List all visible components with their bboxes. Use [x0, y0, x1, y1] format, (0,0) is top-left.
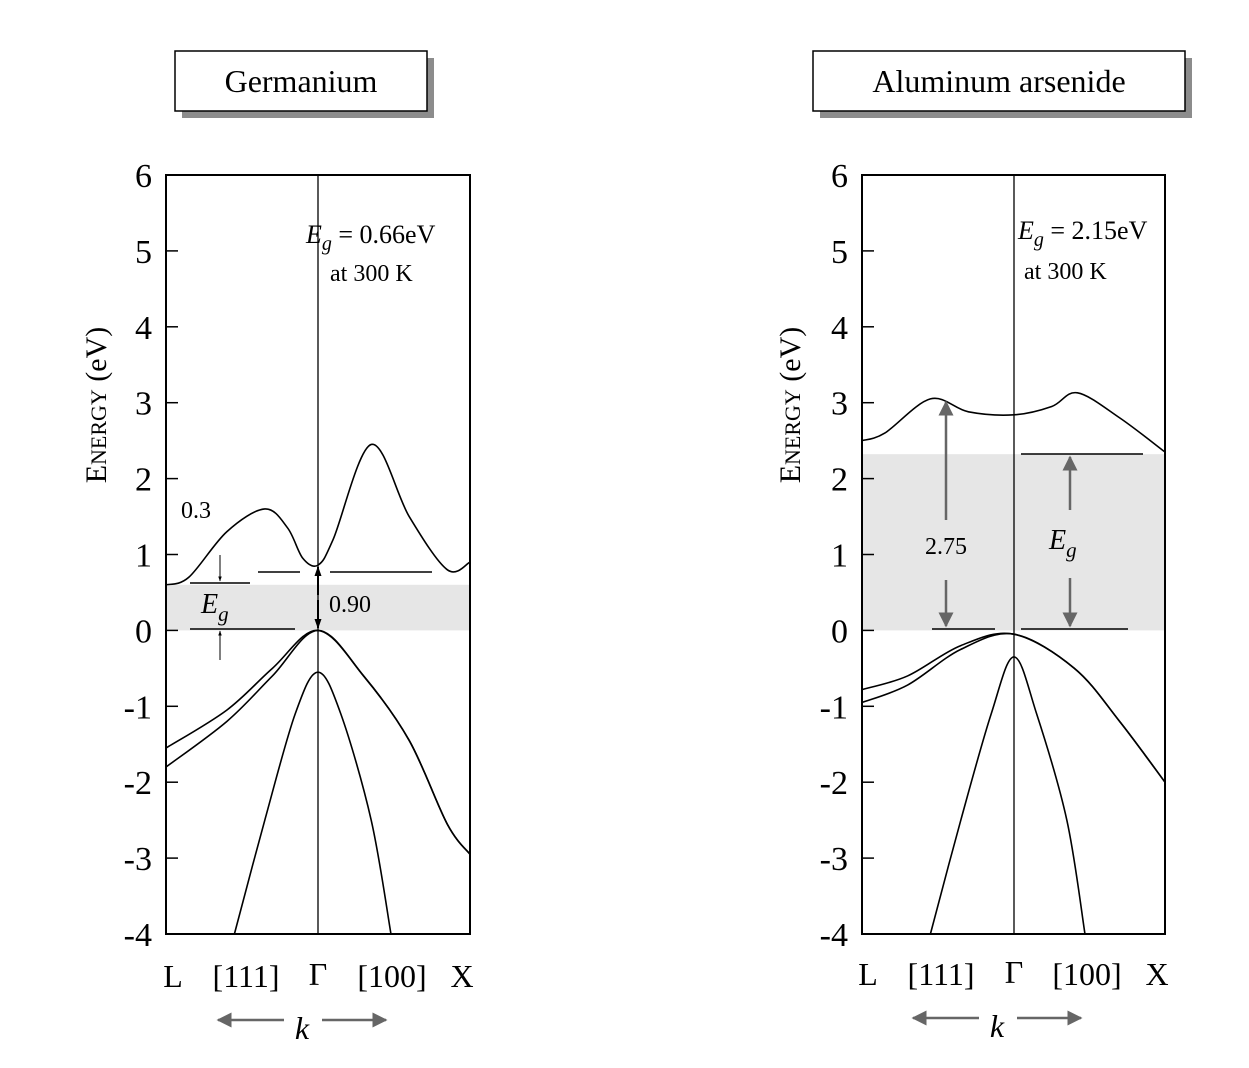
germanium-ytick-label: 6: [135, 158, 152, 195]
germanium-ytick-label: -1: [124, 689, 152, 726]
germanium-ytick-label: 3: [135, 386, 152, 423]
alas-xtick-100: [100]: [1052, 956, 1121, 992]
alas-gap-label: Eg = 2.15eV: [1017, 216, 1148, 251]
germanium-xtick-111: [111]: [213, 958, 280, 994]
alas-ytick-label: 0: [831, 613, 848, 650]
alas-xtick-gamma: Γ: [1005, 954, 1024, 990]
germanium-panel: Germanium ENERGY (eV) 6 5 4 3 2 1 0 -1 -2 -3 -4 Eg…: [80, 50, 474, 1046]
germanium-xtick-L: L: [163, 958, 183, 994]
germanium-annotation-0-90: 0.90: [329, 592, 371, 618]
alas-ytick-label: 3: [831, 386, 848, 423]
germanium-gap-label: Eg = 0.66eV: [305, 220, 436, 255]
alas-y-axis-label: ENERGY (eV): [774, 327, 807, 484]
alas-temperature-label: at 300 K: [1024, 259, 1107, 285]
germanium-split-off-band: [233, 671, 392, 935]
germanium-xtick-X: X: [450, 958, 473, 994]
germanium-temperature-label: at 300 K: [330, 261, 413, 287]
alas-k-label: k: [990, 1008, 1005, 1044]
alas-xtick-L: L: [858, 956, 878, 992]
germanium-ytick-label: 4: [135, 310, 152, 347]
alas-ytick-label: 1: [831, 538, 848, 575]
alas-panel: Aluminum arsenide ENERGY (eV) 6 5 4 3 2 1 0 -1 -…: [774, 50, 1192, 1044]
germanium-ytick-label: -4: [124, 917, 152, 954]
alas-split-off-band: [929, 656, 1086, 935]
alas-ytick-label: -3: [820, 841, 848, 878]
alas-ytick-label: -1: [820, 689, 848, 726]
germanium-ytick-label: 2: [135, 462, 152, 499]
alas-y-ticks: 6 5 4 3 2 1 0 -1 -2 -3 -4: [820, 158, 874, 954]
alas-annotation-2-75: 2.75: [925, 534, 967, 560]
alas-ytick-label: 4: [831, 310, 848, 347]
germanium-title-box: [174, 50, 428, 112]
alas-xtick-X: X: [1145, 956, 1168, 992]
alas-ytick-label: 2: [831, 462, 848, 499]
alas-ytick-label: -4: [820, 917, 848, 954]
germanium-k-label: k: [295, 1010, 310, 1046]
germanium-xtick-gamma: Γ: [309, 956, 328, 992]
germanium-ytick-label: 5: [135, 234, 152, 271]
germanium-ytick-label: -2: [124, 765, 152, 802]
alas-ytick-label: 5: [831, 234, 848, 271]
germanium-annotation-0-3: 0.3: [181, 498, 211, 524]
alas-title: Aluminum arsenide: [872, 63, 1125, 99]
germanium-y-ticks: 6 5 4 3 2 1 0 -1 -2 -3 -4: [124, 158, 178, 954]
alas-title-box: [812, 50, 1186, 112]
germanium-ytick-label: -3: [124, 841, 152, 878]
germanium-xtick-100: [100]: [357, 958, 426, 994]
alas-ytick-label: 6: [831, 158, 848, 195]
germanium-y-axis-label: ENERGY (eV): [80, 327, 113, 484]
alas-xtick-111: [111]: [908, 956, 975, 992]
germanium-ytick-label: 0: [135, 613, 152, 650]
germanium-title: Germanium: [225, 63, 378, 99]
germanium-light-hole-band: [165, 629, 471, 855]
germanium-ytick-label: 1: [135, 538, 152, 575]
alas-ytick-label: -2: [820, 765, 848, 802]
germanium-conduction-band: [165, 443, 471, 586]
